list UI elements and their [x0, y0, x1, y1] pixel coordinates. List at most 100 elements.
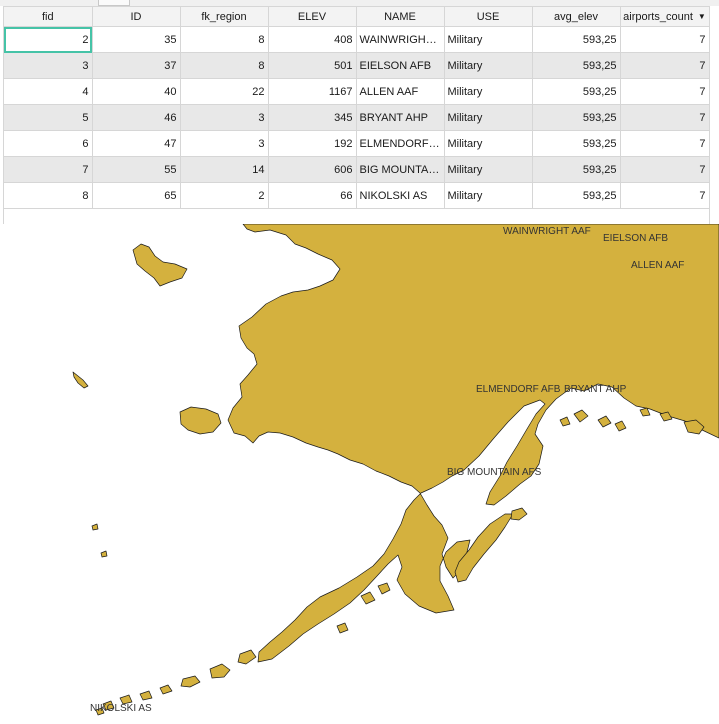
pribilof-island-2 — [91, 523, 99, 531]
cell-fid[interactable]: 2 — [4, 26, 93, 53]
cell-id[interactable]: 55 — [92, 156, 181, 183]
cell-use[interactable]: Military — [444, 130, 533, 157]
cell-airports-count[interactable]: 7 — [620, 26, 710, 53]
cell-id[interactable]: 47 — [92, 130, 181, 157]
table-row[interactable]: 8 65 2 66 NIKOLSKI AS Military 593,25 7 — [4, 182, 710, 209]
st-matthew-island — [72, 371, 89, 389]
table-row[interactable]: 5 46 3 345 BRYANT AHP Military 593,25 7 — [4, 104, 710, 131]
panhandle-fragment-3 — [639, 407, 651, 417]
fox-island-5 — [95, 707, 105, 716]
cell-fid[interactable]: 4 — [4, 78, 93, 105]
column-header-airports-count[interactable]: airports_count ▼ — [620, 7, 710, 27]
cell-use[interactable]: Military — [444, 104, 533, 131]
cell-elev[interactable]: 1167 — [268, 78, 357, 105]
map-canvas[interactable]: WAINWRIGHT AAF EIELSON AFB ALLEN AAF ELM… — [0, 224, 719, 724]
cell-avg-elev[interactable]: 593,25 — [532, 26, 621, 53]
cell-use[interactable]: Military — [444, 26, 533, 53]
pws-island-2 — [597, 415, 612, 428]
attribute-table: fid ID fk_region ELEV NAME USE avg_elev … — [3, 6, 710, 228]
panhandle-fragment-2 — [659, 411, 673, 422]
map-label-wainwright: WAINWRIGHT AAF — [503, 226, 591, 237]
cell-elev[interactable]: 501 — [268, 52, 357, 79]
sort-descending-icon[interactable]: ▼ — [697, 12, 706, 22]
cell-fid[interactable]: 8 — [4, 182, 93, 209]
cell-elev[interactable]: 408 — [268, 26, 357, 53]
column-header-fk-region[interactable]: fk_region — [180, 7, 269, 27]
cell-avg-elev[interactable]: 593,25 — [532, 52, 621, 79]
cell-id[interactable]: 65 — [92, 182, 181, 209]
cell-name[interactable]: NIKOLSKI AS — [356, 182, 445, 209]
cell-fid[interactable]: 3 — [4, 52, 93, 79]
cell-avg-elev[interactable]: 593,25 — [532, 104, 621, 131]
cell-airports-count[interactable]: 7 — [620, 182, 710, 209]
map-label-allen: ALLEN AAF — [631, 260, 684, 271]
cell-airports-count[interactable]: 7 — [620, 104, 710, 131]
mainland-polygon — [227, 224, 719, 663]
cell-fid[interactable]: 6 — [4, 130, 93, 157]
column-header-fid[interactable]: fid — [4, 7, 93, 27]
cell-elev[interactable]: 66 — [268, 182, 357, 209]
cell-fk-region[interactable]: 2 — [180, 182, 269, 209]
column-header-elev[interactable]: ELEV — [268, 7, 357, 27]
header-row: fid ID fk_region ELEV NAME USE avg_elev … — [4, 7, 710, 27]
map-label-big-mountain: BIG MOUNTAIN AFS — [447, 467, 542, 478]
cell-id[interactable]: 37 — [92, 52, 181, 79]
cell-elev[interactable]: 192 — [268, 130, 357, 157]
cell-use[interactable]: Military — [444, 52, 533, 79]
column-header-avg-elev[interactable]: avg_elev — [532, 7, 621, 27]
cell-name[interactable]: EIELSON AFB — [356, 52, 445, 79]
cell-airports-count[interactable]: 7 — [620, 52, 710, 79]
cell-airports-count[interactable]: 7 — [620, 156, 710, 183]
table-row[interactable]: 2 35 8 408 WAINWRIGHT ... Military 593,25 7 — [4, 26, 710, 53]
cell-name[interactable]: BRYANT AHP — [356, 104, 445, 131]
cell-name[interactable]: ALLEN AAF — [356, 78, 445, 105]
cell-use[interactable]: Military — [444, 78, 533, 105]
cell-avg-elev[interactable]: 593,25 — [532, 156, 621, 183]
afognak-island — [510, 507, 528, 521]
cell-id[interactable]: 46 — [92, 104, 181, 131]
cell-fid[interactable]: 7 — [4, 156, 93, 183]
cell-elev[interactable]: 606 — [268, 156, 357, 183]
table-row[interactable]: 6 47 3 192 ELMENDORF AFB Military 593,25 7 — [4, 130, 710, 157]
column-header-use[interactable]: USE — [444, 7, 533, 27]
cell-use[interactable]: Military — [444, 156, 533, 183]
cell-id[interactable]: 35 — [92, 26, 181, 53]
cell-use[interactable]: Military — [444, 182, 533, 209]
cell-fk-region[interactable]: 14 — [180, 156, 269, 183]
map-label-nikolski: NIKOLSKI AS — [90, 703, 152, 714]
cell-fk-region[interactable]: 8 — [180, 26, 269, 53]
unimak-island — [237, 649, 257, 665]
cell-fk-region[interactable]: 3 — [180, 104, 269, 131]
map-label-elmendorf: ELMENDORF AFB — [476, 384, 561, 395]
nunivak-island — [179, 406, 222, 435]
column-header-airports-count-label: airports_count — [623, 10, 693, 23]
cell-elev[interactable]: 345 — [268, 104, 357, 131]
table-row[interactable]: 7 55 14 606 BIG MOUNTAIN... Military 593,25 7 — [4, 156, 710, 183]
column-header-name[interactable]: NAME — [356, 7, 445, 27]
cell-airports-count[interactable]: 7 — [620, 78, 710, 105]
unalaska-island — [209, 663, 231, 679]
cell-fid[interactable]: 5 — [4, 104, 93, 131]
table-row[interactable]: 4 40 22 1167 ALLEN AAF Military 593,25 7 — [4, 78, 710, 105]
fox-island-1 — [159, 684, 173, 695]
shumagin-island-2 — [377, 582, 391, 595]
cell-avg-elev[interactable]: 593,25 — [532, 130, 621, 157]
kodiak-island — [454, 513, 514, 583]
cell-name[interactable]: WAINWRIGHT ... — [356, 26, 445, 53]
table-row[interactable]: 3 37 8 501 EIELSON AFB Military 593,25 7 — [4, 52, 710, 79]
column-header-id[interactable]: ID — [92, 7, 181, 27]
pws-island-1 — [573, 409, 589, 423]
map-label-eielson: EIELSON AFB — [603, 233, 668, 244]
tab-handle[interactable] — [98, 0, 130, 6]
cell-fk-region[interactable]: 8 — [180, 52, 269, 79]
cell-name[interactable]: BIG MOUNTAIN... — [356, 156, 445, 183]
sanak-island — [336, 622, 349, 634]
cell-fk-region[interactable]: 22 — [180, 78, 269, 105]
cell-airports-count[interactable]: 7 — [620, 130, 710, 157]
cell-avg-elev[interactable]: 593,25 — [532, 78, 621, 105]
alaska-map[interactable]: WAINWRIGHT AAF EIELSON AFB ALLEN AAF ELM… — [0, 224, 719, 724]
cell-id[interactable]: 40 — [92, 78, 181, 105]
cell-fk-region[interactable]: 3 — [180, 130, 269, 157]
cell-name[interactable]: ELMENDORF AFB — [356, 130, 445, 157]
cell-avg-elev[interactable]: 593,25 — [532, 182, 621, 209]
